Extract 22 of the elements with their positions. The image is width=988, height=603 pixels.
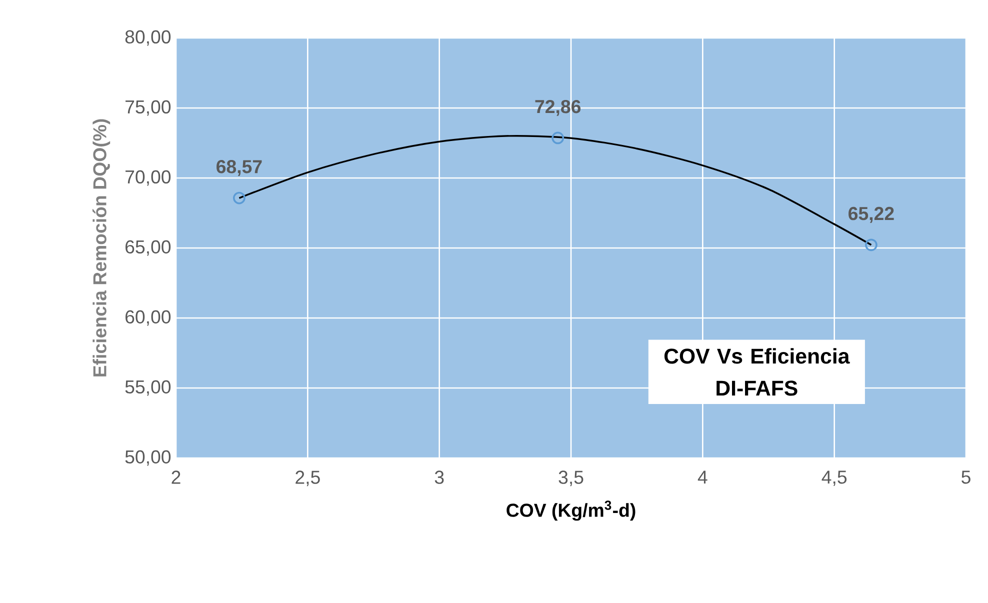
x-tick-label: 2 [172, 470, 180, 484]
x-tick-label: 3 [434, 470, 444, 484]
point [233, 192, 246, 204]
y-tick-label: 65,00 [126, 240, 171, 256]
point [552, 132, 564, 144]
x-tick-label: 4,5 [822, 470, 847, 486]
point [865, 238, 878, 252]
y-tick-label: 70,00 [126, 170, 171, 186]
x-tick-label: 5 [962, 470, 970, 484]
y-tick-label: 80,00 [125, 30, 171, 46]
y-tick-label: 75,00 [126, 100, 171, 116]
y-tick-label: 55,00 [125, 380, 171, 396]
x-tick-label: 4 [698, 470, 708, 484]
y-tick-label: 50,00 [125, 450, 171, 466]
y-axis-title: Eficiencia Remoción DQO(%) [92, 119, 110, 377]
y-tick-label: 60,00 [126, 310, 171, 326]
text: COV Vs Eficiencia DI-FAFS [664, 348, 850, 396]
x-tick-label: 2,5 [296, 470, 320, 486]
data-label: 65,22 [848, 207, 894, 224]
data-label: 68,57 [216, 160, 262, 176]
x-tick-label: 3,5 [558, 470, 584, 486]
x-axis-title: COV (Kg/m$^{3}$-d) [506, 500, 636, 521]
